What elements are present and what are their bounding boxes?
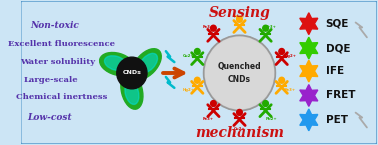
Text: Cu2+: Cu2+	[234, 127, 245, 132]
Polygon shape	[300, 13, 318, 35]
Circle shape	[279, 77, 285, 83]
Text: Fe3+: Fe3+	[285, 88, 296, 93]
Circle shape	[204, 35, 275, 111]
Text: IFE: IFE	[325, 66, 344, 76]
Text: Hg2+: Hg2+	[285, 54, 297, 58]
Text: Water solubility: Water solubility	[20, 58, 96, 66]
Text: Cr3+: Cr3+	[266, 25, 277, 29]
Polygon shape	[300, 37, 318, 59]
Circle shape	[279, 49, 285, 55]
Circle shape	[237, 16, 242, 22]
Text: Cu2+: Cu2+	[183, 54, 194, 58]
Text: Hg2+: Hg2+	[182, 88, 194, 93]
Text: Quenched
CNDs: Quenched CNDs	[218, 62, 261, 84]
Text: Non-toxic: Non-toxic	[30, 21, 79, 30]
Text: Pb2+: Pb2+	[234, 14, 245, 19]
Polygon shape	[300, 60, 318, 82]
Circle shape	[206, 37, 273, 109]
Circle shape	[211, 25, 216, 31]
Text: Chemical inertness: Chemical inertness	[16, 93, 107, 101]
Polygon shape	[300, 109, 318, 131]
Text: CNDs: CNDs	[122, 70, 141, 76]
Circle shape	[194, 49, 200, 55]
Text: Fe3+: Fe3+	[202, 117, 214, 121]
Text: Fe3+: Fe3+	[202, 25, 214, 29]
Circle shape	[211, 100, 216, 106]
Polygon shape	[300, 85, 318, 106]
Text: FRET: FRET	[325, 90, 355, 100]
Circle shape	[194, 77, 200, 83]
Ellipse shape	[139, 53, 158, 73]
Text: Sensing: Sensing	[209, 6, 270, 20]
Circle shape	[237, 109, 242, 115]
Text: SQE: SQE	[325, 19, 349, 29]
Text: Large-scale: Large-scale	[23, 76, 78, 84]
Text: PET: PET	[325, 115, 347, 125]
Ellipse shape	[132, 49, 161, 79]
Ellipse shape	[104, 56, 127, 70]
Text: Pb2+: Pb2+	[265, 117, 277, 121]
Text: Excellent fluorescence: Excellent fluorescence	[8, 40, 115, 48]
Text: DQE: DQE	[325, 43, 350, 53]
FancyBboxPatch shape	[20, 1, 377, 144]
Text: Low-cost: Low-cost	[28, 113, 72, 122]
Circle shape	[263, 25, 268, 31]
Ellipse shape	[125, 81, 139, 104]
Ellipse shape	[100, 52, 135, 76]
Circle shape	[117, 57, 147, 89]
Ellipse shape	[121, 72, 143, 109]
Text: mechanism: mechanism	[195, 126, 284, 140]
Circle shape	[263, 100, 268, 106]
